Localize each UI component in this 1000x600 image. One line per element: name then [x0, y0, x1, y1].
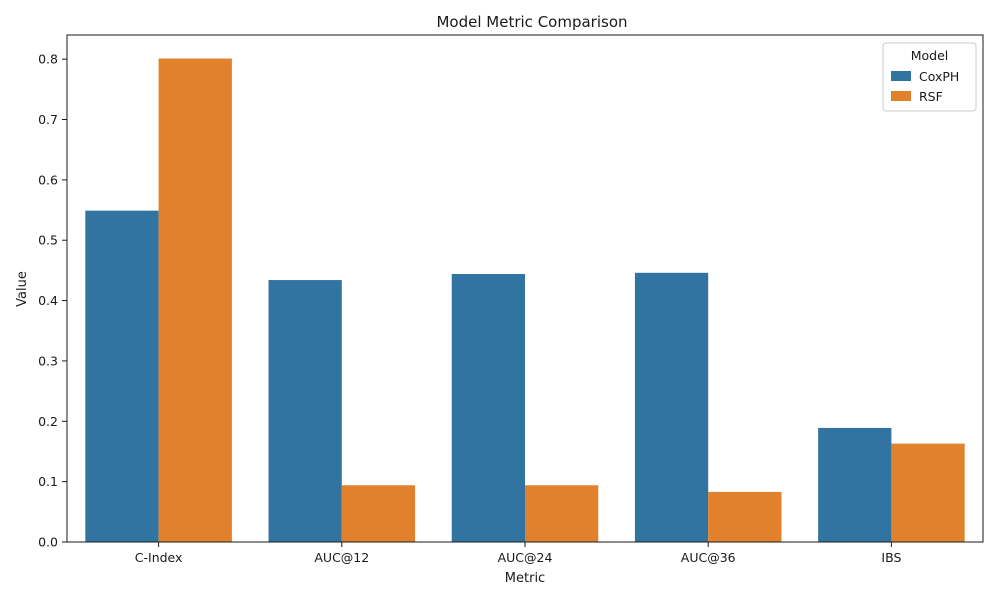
plot-area: C-Index AUC@12 AUC@24 AUC@36 IBS 0.0 0.1 0.2 0.3… — [38, 34, 984, 565]
x-tick-label: IBS — [881, 550, 901, 565]
bar-rsf-auc-12 — [341, 485, 416, 542]
y-tick-label: 0.4 — [38, 293, 58, 308]
y-tick-label: 0.0 — [38, 535, 58, 550]
legend-label-coxph: CoxPH — [919, 69, 959, 84]
legend-swatch-coxph — [891, 71, 911, 81]
bar-coxph-c-index — [85, 210, 159, 542]
axes-frame — [66, 34, 984, 543]
x-tick-label: AUC@24 — [498, 550, 553, 565]
y-tick-label: 0.3 — [38, 353, 58, 368]
y-tick-label: 0.5 — [38, 233, 58, 248]
legend-title: Model — [911, 48, 949, 63]
bar-coxph-auc-24 — [451, 274, 525, 542]
legend-label-rsf: RSF — [919, 89, 943, 104]
x-tick-label: C-Index — [135, 550, 183, 565]
y-tick-label: 0.7 — [38, 112, 58, 127]
bar-coxph-ibs — [818, 427, 892, 542]
y-tick-label: 0.6 — [38, 172, 58, 187]
chart-title: Model Metric Comparison — [436, 13, 627, 31]
y-tick-label: 0.8 — [38, 52, 58, 67]
bar-rsf-c-index — [158, 58, 232, 543]
legend-swatch-rsf — [891, 91, 911, 101]
y-tick-label: 0.2 — [38, 414, 58, 429]
bar-coxph-auc-12 — [268, 280, 342, 542]
bar-rsf-ibs — [891, 443, 965, 542]
x-axis-label: Metric — [505, 571, 545, 586]
x-tick-label: AUC@12 — [314, 550, 369, 565]
y-axis-label: Value — [15, 271, 30, 307]
bar-rsf-auc-24 — [525, 485, 599, 542]
x-tick-label: AUC@36 — [681, 550, 736, 565]
bar-rsf-auc-36 — [708, 491, 782, 542]
y-tick-label: 0.1 — [38, 474, 58, 489]
legend: Model CoxPH RSF — [882, 42, 977, 112]
bar-coxph-auc-36 — [634, 272, 709, 542]
